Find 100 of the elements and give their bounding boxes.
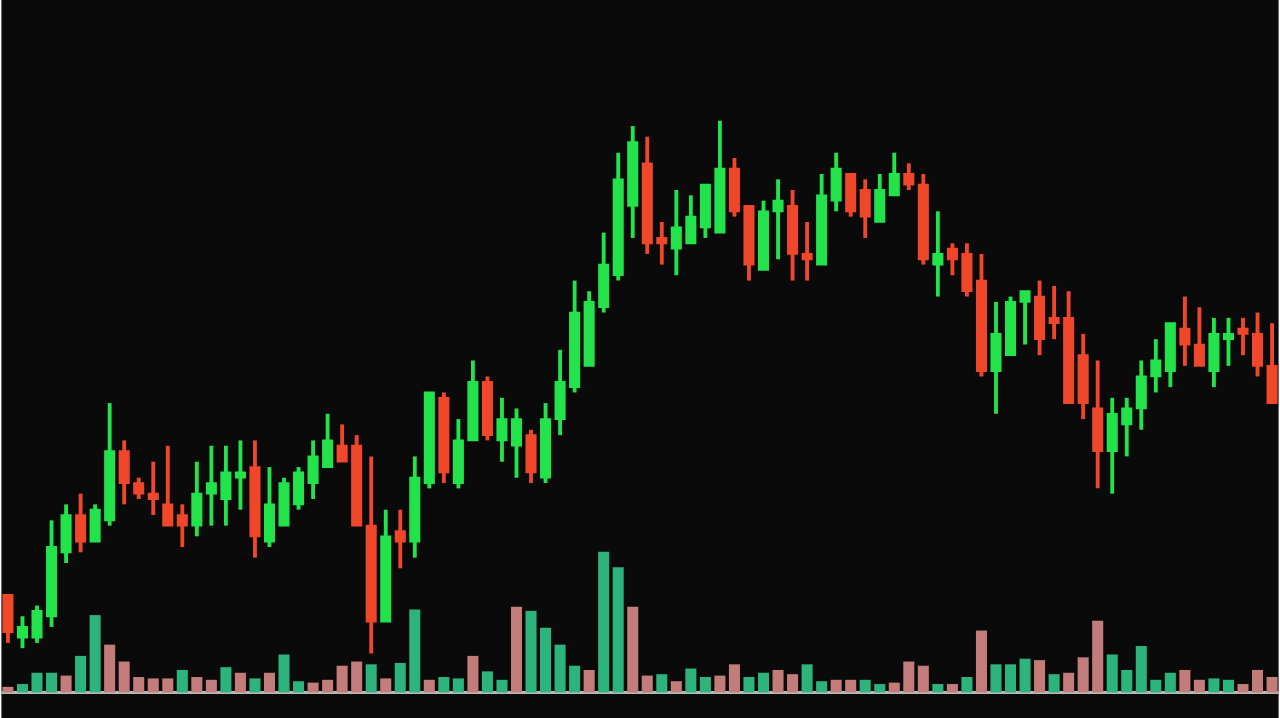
bar <box>714 675 726 693</box>
bar <box>670 681 682 693</box>
bar <box>975 630 987 693</box>
bar <box>1019 658 1031 693</box>
candlestick <box>1193 307 1205 367</box>
candlestick <box>932 211 944 297</box>
bar <box>845 679 857 693</box>
bar <box>31 672 43 693</box>
bar <box>278 654 290 693</box>
bar <box>293 681 305 693</box>
bar <box>598 551 610 693</box>
bar <box>147 678 159 693</box>
bar <box>816 681 828 693</box>
bar <box>525 610 537 693</box>
bar <box>641 675 653 693</box>
bar <box>1106 654 1118 693</box>
bar <box>627 606 639 693</box>
bar <box>830 679 842 693</box>
candlestick <box>1121 397 1133 457</box>
candlestick <box>946 243 958 277</box>
bar <box>205 679 217 693</box>
bar <box>743 676 755 693</box>
bar <box>307 682 319 693</box>
bar <box>263 672 276 693</box>
candlestick <box>1237 317 1249 357</box>
bar <box>249 678 261 693</box>
bar <box>540 627 552 693</box>
bar <box>801 664 813 693</box>
bar <box>191 676 203 693</box>
bar <box>423 679 435 693</box>
bar <box>1004 664 1017 693</box>
bar <box>1034 659 1046 693</box>
bar <box>787 673 799 693</box>
bar <box>322 679 334 693</box>
candlestick <box>1222 317 1234 366</box>
candlestick <box>205 445 217 526</box>
bar <box>133 676 145 693</box>
bar <box>380 678 392 693</box>
candlestick <box>336 424 348 463</box>
bar <box>917 665 929 693</box>
bar <box>481 671 493 693</box>
bar <box>1135 645 1147 693</box>
bar <box>351 661 363 693</box>
bar <box>162 678 174 693</box>
bar <box>728 664 740 693</box>
bar <box>1150 679 1162 693</box>
bar <box>234 672 246 693</box>
candlestick <box>234 440 246 510</box>
bar <box>1179 669 1191 693</box>
bar <box>874 683 886 693</box>
bar <box>699 676 711 693</box>
candlestick <box>888 152 900 196</box>
bar <box>903 661 915 693</box>
candlestick <box>1179 296 1191 366</box>
candlestick <box>1019 290 1031 345</box>
bar <box>569 665 581 693</box>
bar <box>757 672 770 693</box>
bar <box>438 676 450 693</box>
bar <box>888 682 900 693</box>
bar <box>612 567 624 693</box>
bar <box>859 679 871 693</box>
bar <box>496 679 508 693</box>
candlestick <box>772 179 784 260</box>
bar <box>89 614 101 693</box>
bar <box>772 669 784 693</box>
candlestick <box>394 509 406 569</box>
bar <box>75 655 87 693</box>
bar <box>60 675 72 693</box>
bar <box>365 664 377 693</box>
bar <box>990 664 1002 693</box>
bar <box>118 661 130 693</box>
candlestick <box>670 189 682 277</box>
bar <box>1208 678 1220 693</box>
bar <box>46 672 58 693</box>
bar <box>1266 676 1278 693</box>
bar <box>1077 657 1089 693</box>
bar <box>176 669 188 693</box>
bar <box>1193 679 1205 693</box>
bar <box>409 609 421 693</box>
bar <box>685 668 697 693</box>
candlestick <box>16 616 29 650</box>
bar <box>467 655 479 693</box>
bar <box>961 676 973 693</box>
candlestick <box>147 461 159 515</box>
bar <box>510 606 523 693</box>
bar <box>583 669 595 693</box>
bar <box>16 683 28 693</box>
candlestick <box>176 504 188 547</box>
bar <box>394 662 406 693</box>
bar <box>932 683 944 693</box>
candlestick <box>903 163 915 190</box>
bar <box>220 666 232 693</box>
bar <box>946 683 958 693</box>
bar <box>1063 672 1075 693</box>
bar <box>452 678 464 693</box>
bar <box>1121 669 1133 693</box>
candlestick <box>656 221 668 265</box>
bar <box>336 665 348 693</box>
candlestick <box>133 477 145 499</box>
bar <box>1222 679 1234 693</box>
